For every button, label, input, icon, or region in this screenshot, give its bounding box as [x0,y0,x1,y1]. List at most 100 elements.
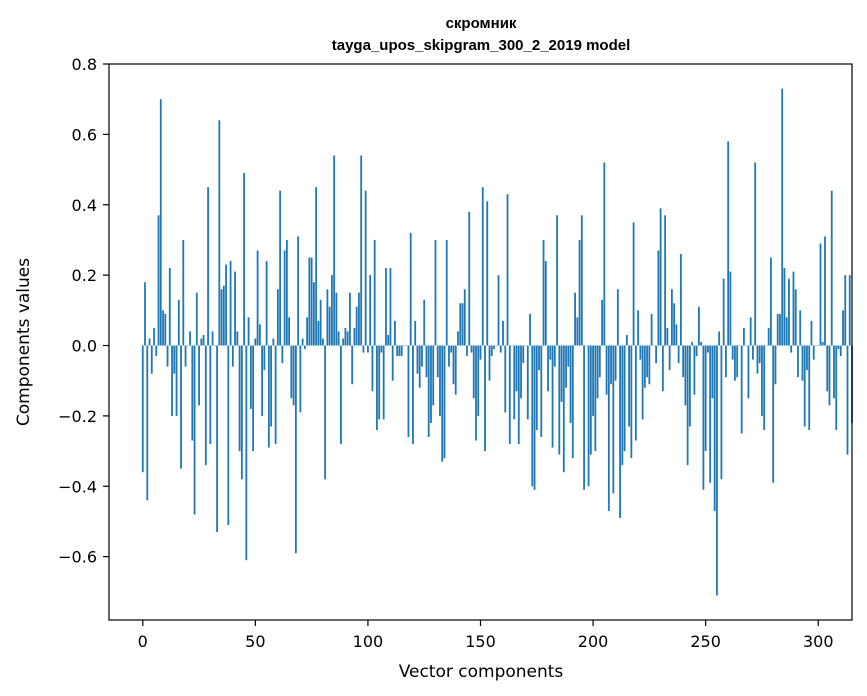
bar-224 [646,345,649,378]
bar-246 [695,345,698,357]
bar-76 [312,282,315,346]
bar-275 [761,345,763,416]
bar-22 [191,345,194,441]
bar-252 [709,345,712,483]
bar-283 [779,313,781,346]
bar-281 [774,345,777,385]
bar-15 [175,345,178,416]
bar-253 [711,345,714,399]
bar-1 [144,282,146,346]
bar-285 [783,268,786,346]
bar-95 [355,306,358,346]
bar-221 [639,345,642,360]
bar-98 [362,345,365,353]
x-tick-label-5: 250 [690,632,721,651]
bar-163 [508,345,511,445]
bar-205 [603,162,606,346]
bar-69 [297,236,300,346]
bar-30 [209,345,212,445]
bar-249 [702,345,705,490]
bar-49 [252,345,254,452]
bar-187 [562,345,565,473]
bar-29 [207,187,209,346]
bar-86 [335,292,338,346]
bar-258 [722,278,725,346]
x-tick-label-4: 200 [578,632,609,651]
bar-244 [691,342,694,346]
bar-242 [686,345,689,466]
bar-291 [797,345,799,378]
bar-105 [378,345,381,420]
bar-303 [824,236,826,346]
bar-310 [839,345,842,357]
bar-308 [835,345,838,430]
bar-186 [560,345,563,402]
bar-254 [713,345,716,511]
bar-39 [229,261,232,346]
bar-150 [479,345,482,360]
bar-68 [294,345,297,554]
bar-256 [718,331,721,346]
bar-31 [211,331,214,346]
bar-211 [616,289,619,346]
bar-178 [542,239,545,346]
x-axis-label: Vector components [399,662,564,682]
bar-119 [409,232,412,346]
bar-99 [364,190,367,346]
bar-40 [231,345,234,367]
bar-96 [358,292,360,346]
bar-151 [481,187,484,346]
bar-231 [661,345,664,392]
bar-207 [607,345,610,511]
bar-140 [457,331,459,346]
bar-87 [337,331,340,346]
bar-175 [535,345,538,430]
bar-45 [243,173,245,346]
bar-88 [340,345,342,445]
bar-228 [655,345,658,364]
bar-235 [670,289,673,346]
bar-191 [571,345,574,459]
bar-53 [261,345,263,416]
bar-261 [729,271,732,346]
bar-107 [382,345,385,420]
y-tick-label-2: −0.2 [58,407,97,426]
bar-6 [155,345,158,357]
bar-2 [146,345,149,501]
bar-142 [461,303,464,346]
bar-295 [806,345,808,371]
bar-144 [466,345,468,357]
chart-title-line-2: tayga_upos_skipgram_300_2_2019 model [332,37,631,54]
x-tick-label-3: 150 [465,632,496,651]
bar-127 [427,345,430,438]
bar-172 [529,313,531,346]
bar-276 [763,345,766,430]
bar-61 [279,190,282,346]
bar-280 [772,345,775,483]
bar-148 [475,345,477,441]
bar-17 [180,345,182,469]
bar-137 [450,345,453,353]
bar-143 [463,289,466,346]
bar-203 [598,345,601,378]
bar-294 [803,345,806,427]
bar-124 [421,345,423,367]
bar-0 [141,345,144,473]
bar-71 [301,338,304,346]
bar-171 [526,345,529,420]
bar-79 [319,299,322,346]
bar-297 [810,320,813,346]
bar-101 [369,275,372,346]
bar-159 [499,345,502,353]
bar-212 [619,345,621,518]
bar-219 [634,345,637,441]
bar-230 [659,208,662,346]
x-tick-label-2: 100 [353,632,384,651]
bar-196 [583,345,585,490]
bar-26 [200,338,203,346]
bar-42 [236,331,239,346]
bar-128 [430,345,432,423]
bar-121 [414,320,417,346]
bar-245 [693,345,696,395]
bar-103 [373,239,376,346]
